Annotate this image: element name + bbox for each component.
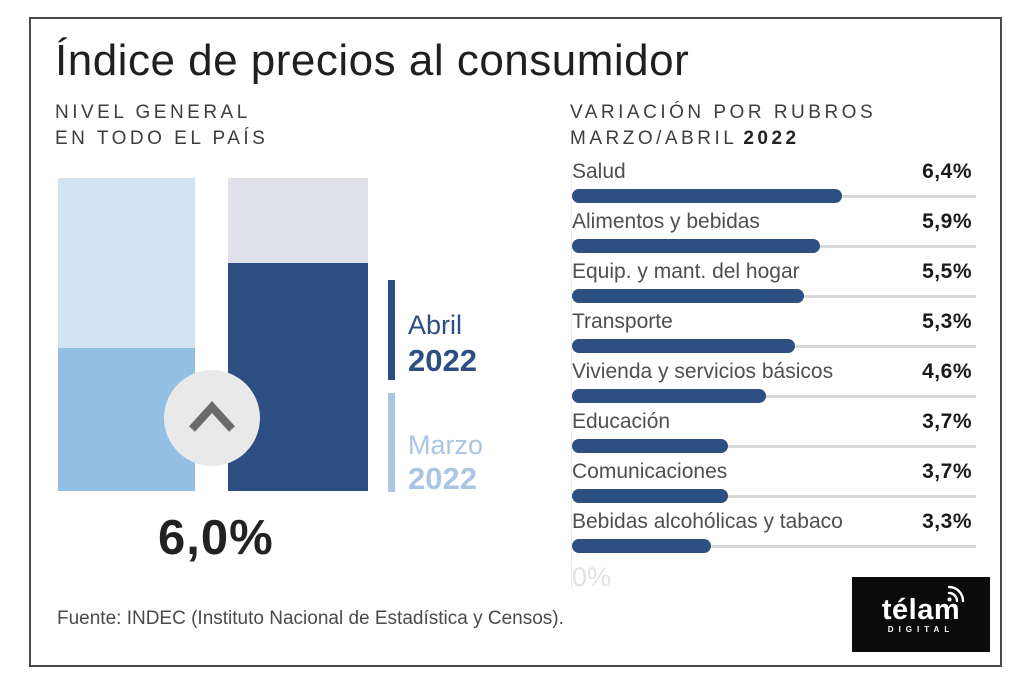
- value-label: 5,3%: [922, 310, 972, 333]
- left-subtitle-line1: NIVEL GENERAL: [55, 102, 251, 123]
- value-label: 5,9%: [922, 210, 972, 233]
- rubro-head: Educación 3,7%: [572, 410, 972, 436]
- rubro-row: Equip. y mant. del hogar 5,5%: [572, 260, 976, 310]
- telam-logo: télam DIGITAL: [852, 577, 990, 652]
- right-subtitle-year: 2022: [743, 128, 800, 149]
- column-abril: [228, 178, 368, 491]
- right-subtitle-line1: VARIACIÓN POR RUBROS: [570, 102, 877, 123]
- legend-marker-marzo: [388, 393, 395, 492]
- wifi-icon: [947, 585, 965, 602]
- value-label: 6,4%: [922, 160, 972, 183]
- bar-fill: [572, 539, 711, 553]
- column-abril-remainder: [228, 178, 368, 263]
- legend-year-abril: 2022: [408, 343, 477, 378]
- bar-fill: [572, 339, 796, 353]
- column-abril-fill: [228, 263, 368, 491]
- rubro-head: Equip. y mant. del hogar 5,5%: [572, 260, 972, 286]
- chevron-up-icon: [189, 401, 235, 432]
- legend-label-marzo: Marzo: [408, 430, 484, 460]
- rubro-row: Educación 3,7%: [572, 410, 976, 460]
- rubro-row: Salud 6,4%: [572, 160, 976, 210]
- bar-row: [572, 389, 976, 403]
- bar-track: [572, 494, 976, 498]
- rubro-head: Alimentos y bebidas 5,9%: [572, 210, 972, 236]
- category-label: Transporte: [572, 310, 673, 333]
- column-marzo: [58, 178, 195, 491]
- bar-fill: [572, 489, 728, 503]
- rubro-row: Vivienda y servicios básicos 4,6%: [572, 360, 976, 410]
- category-label: Alimentos y bebidas: [572, 210, 760, 233]
- logo-subtext: DIGITAL: [887, 624, 955, 634]
- bar-track: [572, 444, 976, 448]
- rubro-row: Comunicaciones 3,7%: [572, 460, 976, 510]
- bar-row: [572, 289, 976, 303]
- bar-fill: [572, 389, 766, 403]
- bar-track: [572, 544, 976, 548]
- bar-row: [572, 239, 976, 253]
- trend-up-badge: [164, 370, 260, 466]
- bar-fill: [572, 289, 804, 303]
- infographic-frame: [29, 17, 1002, 667]
- column-marzo-remainder: [58, 178, 195, 348]
- logo-brand: télam: [881, 593, 961, 626]
- rubro-row: Transporte 5,3%: [572, 310, 976, 360]
- rubro-head: Vivienda y servicios básicos 4,6%: [572, 360, 972, 386]
- value-label: 3,7%: [922, 460, 972, 483]
- left-panel-subtitle: NIVEL GENERAL EN TODO EL PAÍS: [55, 100, 268, 152]
- bar-fill: [572, 239, 821, 253]
- legend-year-marzo: 2022: [408, 461, 477, 496]
- value-label: 3,7%: [922, 410, 972, 433]
- logo-brand-text: télam: [881, 585, 965, 626]
- bar-row: [572, 539, 976, 553]
- legend-marker-abril: [388, 280, 395, 380]
- source-note: Fuente: INDEC (Instituto Nacional de Est…: [57, 608, 564, 629]
- rubro-row: Bebidas alcohólicas y tabaco 3,3%: [572, 510, 976, 560]
- rubros-rows: Salud 6,4% Alimentos y bebidas 5,9% Equip. y…: [572, 160, 976, 560]
- category-label: Equip. y mant. del hogar: [572, 260, 800, 283]
- bar-row: [572, 489, 976, 503]
- rubro-row: Alimentos y bebidas 5,9%: [572, 210, 976, 260]
- bar-row: [572, 189, 976, 203]
- category-label: Educación: [572, 410, 671, 433]
- bar-row: [572, 439, 976, 453]
- value-label: 5,5%: [922, 260, 972, 283]
- page-title: Índice de precios al consumidor: [55, 36, 690, 85]
- category-label: Vivienda y servicios básicos: [572, 360, 834, 383]
- left-subtitle-line2: EN TODO EL PAÍS: [55, 128, 269, 149]
- rubro-head: Salud 6,4%: [572, 160, 972, 186]
- category-label: Comunicaciones: [572, 460, 728, 483]
- category-label: Salud: [572, 160, 626, 183]
- axis-zero-label: 0%: [572, 562, 612, 592]
- value-label: 4,6%: [922, 360, 972, 383]
- bar-fill: [572, 439, 728, 453]
- zero-axis-line: [571, 168, 572, 588]
- headline-value: 6,0%: [158, 511, 274, 565]
- bar-row: [572, 339, 976, 353]
- right-panel-subtitle: VARIACIÓN POR RUBROS MARZO/ABRIL 2022: [570, 100, 876, 152]
- rubro-head: Bebidas alcohólicas y tabaco 3,3%: [572, 510, 972, 536]
- right-subtitle-months: MARZO/ABRIL: [570, 128, 738, 149]
- value-label: 3,3%: [922, 510, 972, 533]
- rubro-head: Transporte 5,3%: [572, 310, 972, 336]
- bar-fill: [572, 189, 842, 203]
- bar-track: [572, 394, 976, 398]
- category-label: Bebidas alcohólicas y tabaco: [572, 510, 843, 533]
- legend-label-abril: Abril: [408, 310, 463, 340]
- rubro-head: Comunicaciones 3,7%: [572, 460, 972, 486]
- right-subtitle-line2: MARZO/ABRIL 2022: [570, 126, 876, 152]
